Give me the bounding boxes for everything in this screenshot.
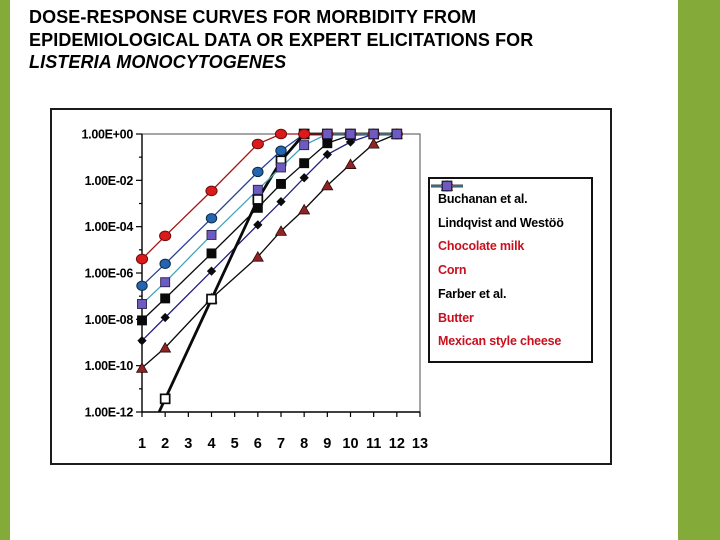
triangle-marker <box>159 341 172 353</box>
series-line-chocolate-milk <box>141 133 398 369</box>
square-marker <box>137 315 147 326</box>
legend-label: Lindqvist and Westöö <box>438 215 564 230</box>
diamond-marker <box>206 266 217 276</box>
chart-legend: Buchanan et al. Lindqvist and Westöö Choco… <box>428 177 593 363</box>
x-axis-tick-label: 4 <box>207 436 215 452</box>
square-marker <box>252 184 263 195</box>
x-axis-tick-label: 10 <box>342 436 358 452</box>
series-markers-lindqvist-and-west <box>137 129 402 326</box>
triangle-marker <box>135 362 149 373</box>
ellipse-marker <box>274 128 288 140</box>
y-axis-tick-label: 1.00E-12 <box>85 406 134 420</box>
open-square-marker <box>206 293 217 305</box>
legend-item-lindqvist-and-west: Lindqvist and Westöö <box>431 181 589 230</box>
legend-key-mexican-style-cheese <box>431 181 463 191</box>
square-marker <box>276 178 286 189</box>
square-marker <box>160 293 171 304</box>
legend-item-butter: Butter <box>431 180 589 325</box>
ellipse-marker <box>159 230 172 242</box>
legend-label: Buchanan et al. <box>438 191 528 206</box>
x-axis-tick-label: 5 <box>231 436 239 452</box>
x-axis-tick-label: 1 <box>138 436 146 452</box>
circle-marker <box>275 145 287 156</box>
triangle-marker <box>298 203 311 215</box>
y-axis-tick-label: 1.00E-02 <box>85 174 134 188</box>
title-line-2: EPIDEMIOLOGICAL DATA OR EXPERT ELICITATI… <box>29 29 534 50</box>
diamond-marker <box>322 149 332 160</box>
y-axis-tick-label: 1.00E-08 <box>85 313 134 327</box>
y-axis-tick-label: 1.00E-10 <box>85 359 134 373</box>
title-species: LISTERIA MONOCYTOGENES <box>29 52 287 72</box>
square-marker <box>299 140 310 151</box>
series-line-mexican-style-cheese <box>141 133 397 305</box>
diamond-marker <box>299 173 309 183</box>
series-line-farber-et-al <box>157 132 397 413</box>
square-marker <box>442 181 452 191</box>
x-axis-tick-label: 6 <box>254 436 262 452</box>
diamond-marker <box>253 220 263 230</box>
square-marker <box>160 277 171 288</box>
ellipse-marker <box>251 138 264 150</box>
left-accent-bar <box>0 0 10 540</box>
right-accent-bar <box>678 0 720 540</box>
title-line-1: DOSE-RESPONSE CURVES FOR MORBIDITY FROM <box>29 7 477 27</box>
circle-marker <box>252 166 264 178</box>
ellipse-marker <box>135 253 149 265</box>
square-marker <box>137 299 147 309</box>
legend-label: Mexican style cheese <box>438 334 562 349</box>
triangle-marker <box>251 251 264 262</box>
x-axis-tick-label: 8 <box>300 436 308 452</box>
circle-marker <box>136 280 148 292</box>
legend-label: Chocolate milk <box>438 239 525 254</box>
x-axis-tick-label: 3 <box>184 436 192 452</box>
square-marker <box>345 129 356 139</box>
plot-border <box>141 133 421 413</box>
legend-item-corn: Corn <box>431 180 589 277</box>
open-square-marker <box>252 194 264 205</box>
series-line-buchanan-et-al <box>141 133 397 342</box>
diamond-marker <box>345 137 356 147</box>
x-axis-tick-label: 9 <box>323 436 331 452</box>
triangle-marker <box>344 158 357 169</box>
diamond-marker <box>160 312 170 323</box>
square-marker <box>206 229 217 240</box>
square-marker <box>322 129 333 139</box>
legend-label: Farber et al. <box>438 286 507 301</box>
legend-item-buchanan-et-al: Buchanan et al. <box>431 181 589 206</box>
chart-svg: 1.00E+00 1.00E-02 1.00E-04 1.00E-06 1.00E-08… <box>82 128 429 453</box>
square-marker <box>322 138 333 149</box>
series-markers-mexican-style-cheese <box>137 129 402 309</box>
x-axis-tick-label: 7 <box>277 436 285 452</box>
legend-item-farber-et-al: Farber et al. <box>431 180 589 301</box>
y-axis-tick-label: 1.00E-04 <box>85 220 134 234</box>
legend-item-chocolate-milk: Chocolate milk <box>431 180 589 254</box>
square-marker <box>299 158 310 169</box>
circle-marker <box>159 258 171 269</box>
dose-response-chart: 1.00E+00 1.00E-02 1.00E-04 1.00E-06 1.00E-08… <box>50 108 612 465</box>
diamond-marker <box>276 197 286 207</box>
diamond-marker <box>137 336 147 346</box>
slide-title: DOSE-RESPONSE CURVES FOR MORBIDITY FROM … <box>29 6 674 74</box>
circle-marker <box>205 213 218 224</box>
square-marker <box>368 129 379 139</box>
x-axis-tick-label: 12 <box>389 436 405 452</box>
square-marker <box>206 248 217 259</box>
x-axis-tick-label: 11 <box>366 436 381 452</box>
legend-label: Butter <box>438 310 474 325</box>
square-marker <box>391 129 402 139</box>
triangle-marker <box>321 179 334 191</box>
ellipse-marker <box>205 185 218 197</box>
legend-item-mexican-style-cheese: Mexican style cheese <box>431 181 589 349</box>
x-axis-tick-label: 13 <box>412 436 428 452</box>
x-axis-tick-label: 2 <box>161 436 169 452</box>
square-marker <box>276 162 286 173</box>
legend-label: Corn <box>438 263 467 277</box>
open-square-marker <box>159 393 171 405</box>
triangle-marker <box>367 137 380 149</box>
y-axis-tick-label: 1.00E-06 <box>85 267 134 281</box>
ellipse-marker <box>298 128 311 140</box>
triangle-marker <box>274 225 288 236</box>
y-axis-tick-label: 1.00E+00 <box>82 128 134 142</box>
